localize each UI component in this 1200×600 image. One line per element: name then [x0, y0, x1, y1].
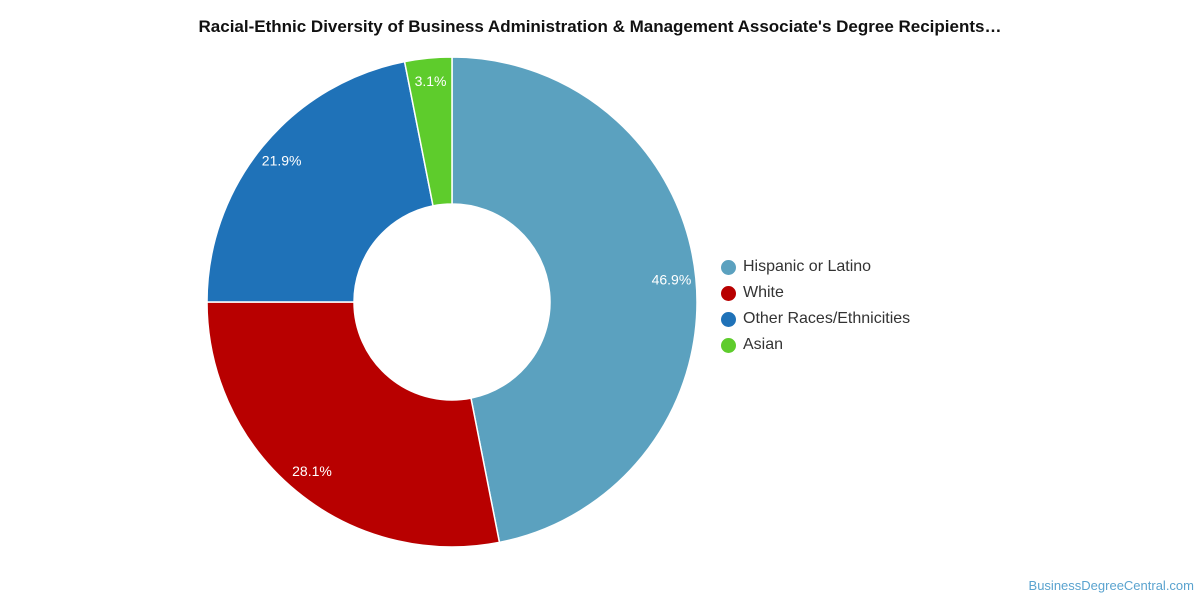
legend: Hispanic or Latino White Other Races/Eth… — [721, 254, 910, 358]
legend-label: Hispanic or Latino — [743, 258, 872, 275]
data-label: 21.9% — [262, 153, 302, 169]
legend-marker — [721, 285, 736, 301]
slice-other-races-ethnicities[interactable] — [206, 60, 434, 303]
data-label: 46.9% — [652, 271, 692, 287]
data-label: 3.1% — [415, 73, 447, 89]
legend-marker — [721, 311, 736, 327]
chart-title: Racial-Ethnic Diversity of Business Admi… — [198, 17, 1002, 36]
data-label: 28.1% — [292, 463, 332, 479]
legend-item-other-races-ethnicities[interactable]: Other Races/Ethnicities — [721, 306, 910, 332]
slice-white[interactable] — [206, 301, 501, 548]
legend-marker — [721, 337, 736, 353]
slice-hispanic-or-latino[interactable] — [451, 56, 698, 544]
legend-label: White — [743, 284, 784, 301]
legend-label: Asian — [743, 336, 784, 353]
slice-asian[interactable] — [403, 56, 453, 207]
legend-label: Other Races/Ethnicities — [743, 310, 911, 327]
legend-item-white[interactable]: White — [721, 280, 910, 306]
legend-item-hispanic-or-latino[interactable]: Hispanic or Latino — [721, 254, 910, 280]
source-credit[interactable]: BusinessDegreeCentral.com — [1028, 578, 1194, 593]
legend-marker — [721, 259, 736, 275]
legend-item-asian[interactable]: Asian — [721, 332, 910, 358]
